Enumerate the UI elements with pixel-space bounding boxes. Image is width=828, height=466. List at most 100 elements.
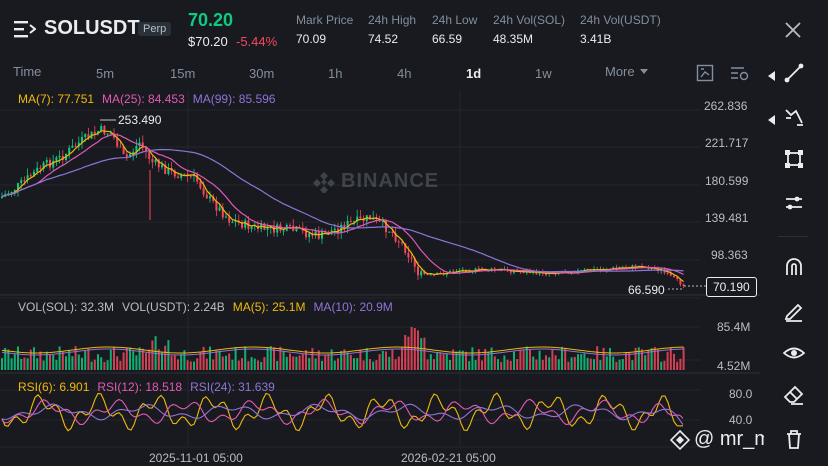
- delete-icon[interactable]: [779, 424, 809, 454]
- volume-bar: [487, 352, 490, 370]
- volume-bar: [68, 350, 71, 370]
- volume-bar: [407, 336, 410, 370]
- tf-1d[interactable]: 1d: [466, 66, 482, 81]
- tf-1w[interactable]: 1w: [535, 66, 552, 81]
- volume-bar: [372, 361, 375, 370]
- candle-body: [68, 147, 71, 154]
- candle-body: [413, 258, 416, 267]
- close-icon[interactable]: [783, 20, 803, 40]
- volume-bar: [71, 356, 74, 370]
- volume-bar: [679, 358, 682, 370]
- tf-4h[interactable]: 4h: [397, 66, 412, 81]
- volume-bar: [340, 350, 343, 370]
- candle-body: [391, 231, 394, 233]
- volume-bar: [113, 347, 115, 370]
- ma25-line: [1, 133, 684, 276]
- candle-body: [308, 233, 311, 238]
- candle-body: [221, 207, 224, 218]
- volume-bar: [682, 347, 685, 370]
- stat-24h-low: 24h Low 66.59: [432, 13, 477, 46]
- stat-value: 70.09: [296, 32, 327, 46]
- candle-body: [189, 175, 192, 177]
- volume-bar: [125, 347, 128, 370]
- chart-settings-icon[interactable]: [730, 64, 750, 82]
- volume-bar: [119, 360, 122, 370]
- volume-bar: [337, 358, 339, 370]
- candle-body: [343, 224, 346, 229]
- volume-bar: [74, 346, 77, 370]
- volume-bar: [666, 351, 669, 370]
- volume-bar: [369, 359, 371, 370]
- volume-bar: [148, 349, 151, 370]
- eye-icon[interactable]: [779, 338, 809, 368]
- tf-15m[interactable]: 15m: [170, 66, 196, 81]
- candle-body: [509, 271, 512, 273]
- stat-value: 48.35M: [493, 32, 534, 46]
- candle-body: [183, 173, 186, 175]
- volume-bar: [442, 353, 445, 370]
- tf-30m[interactable]: 30m: [249, 66, 275, 81]
- magnet-icon[interactable]: [779, 252, 809, 282]
- fib-icon[interactable]: [779, 102, 809, 132]
- candle-body: [1, 196, 3, 198]
- price-axis-label: 180.599: [705, 174, 749, 188]
- volume-bar: [135, 355, 138, 370]
- expand-arrow-icon[interactable]: [768, 112, 776, 125]
- candle-body: [173, 170, 176, 177]
- tf-more[interactable]: More: [605, 64, 648, 79]
- expand-arrow-icon[interactable]: [768, 68, 776, 81]
- candle-body: [215, 200, 218, 211]
- candle-body: [333, 228, 336, 231]
- indicator-toggle-icon[interactable]: [696, 64, 714, 82]
- candle-body: [407, 252, 410, 258]
- volume-bar: [365, 348, 368, 370]
- vol-legend: VOL(SOL): 32.3M VOL(USDT): 2.24B MA(5): …: [18, 300, 393, 314]
- menu-icon[interactable]: [14, 19, 37, 39]
- stat-24h-vol-usdt: 24h Vol(USDT) 3.41B: [580, 13, 661, 46]
- candle-body: [202, 188, 205, 195]
- candle-body: [295, 227, 298, 231]
- volume-bar: [317, 350, 320, 370]
- volume-bar: [593, 359, 595, 370]
- candle-body: [186, 173, 189, 176]
- volume-bar: [605, 356, 608, 370]
- eraser-icon[interactable]: [779, 380, 809, 410]
- candle-body: [244, 220, 247, 228]
- parallel-icon[interactable]: [779, 188, 809, 218]
- volume-bar: [250, 357, 253, 370]
- volume-bar: [477, 349, 480, 370]
- pencil-icon[interactable]: [779, 296, 809, 326]
- volume-bar: [189, 361, 192, 370]
- trendline-icon[interactable]: [779, 58, 809, 88]
- volume-bar: [45, 351, 48, 370]
- volume-bar: [609, 348, 611, 370]
- volume-bar: [49, 354, 51, 370]
- symbol-title[interactable]: SOLUSDT: [44, 17, 140, 39]
- volume-bar: [663, 360, 666, 370]
- volume-bar: [621, 359, 624, 370]
- pattern-icon[interactable]: [779, 144, 809, 174]
- volume-bar: [346, 352, 349, 370]
- volume-bar: [17, 346, 19, 370]
- toolbar-divider: [778, 236, 808, 237]
- price-axis-label: 98.363: [711, 248, 748, 262]
- high-price-label: 253.490: [118, 113, 162, 127]
- candle-body: [426, 274, 429, 276]
- tf-time[interactable]: Time: [13, 64, 42, 79]
- vol-usdt-legend: VOL(USDT): 2.24B: [122, 300, 225, 314]
- tf-5m[interactable]: 5m: [96, 66, 115, 81]
- candle-body: [154, 159, 157, 163]
- candle-body: [461, 269, 464, 271]
- candle-body: [666, 272, 669, 274]
- volume-bar: [260, 361, 263, 370]
- diamond-logo-icon: [670, 429, 690, 450]
- main-chart-svg[interactable]: [0, 90, 760, 466]
- volume-bar: [87, 348, 90, 370]
- caret-down-icon: [639, 69, 648, 74]
- candle-body: [109, 133, 112, 135]
- candle-body: [196, 174, 199, 182]
- tf-1h[interactable]: 1h: [328, 66, 343, 81]
- volume-bar: [103, 361, 106, 370]
- volume-bar: [500, 361, 503, 370]
- candle-body: [87, 134, 90, 139]
